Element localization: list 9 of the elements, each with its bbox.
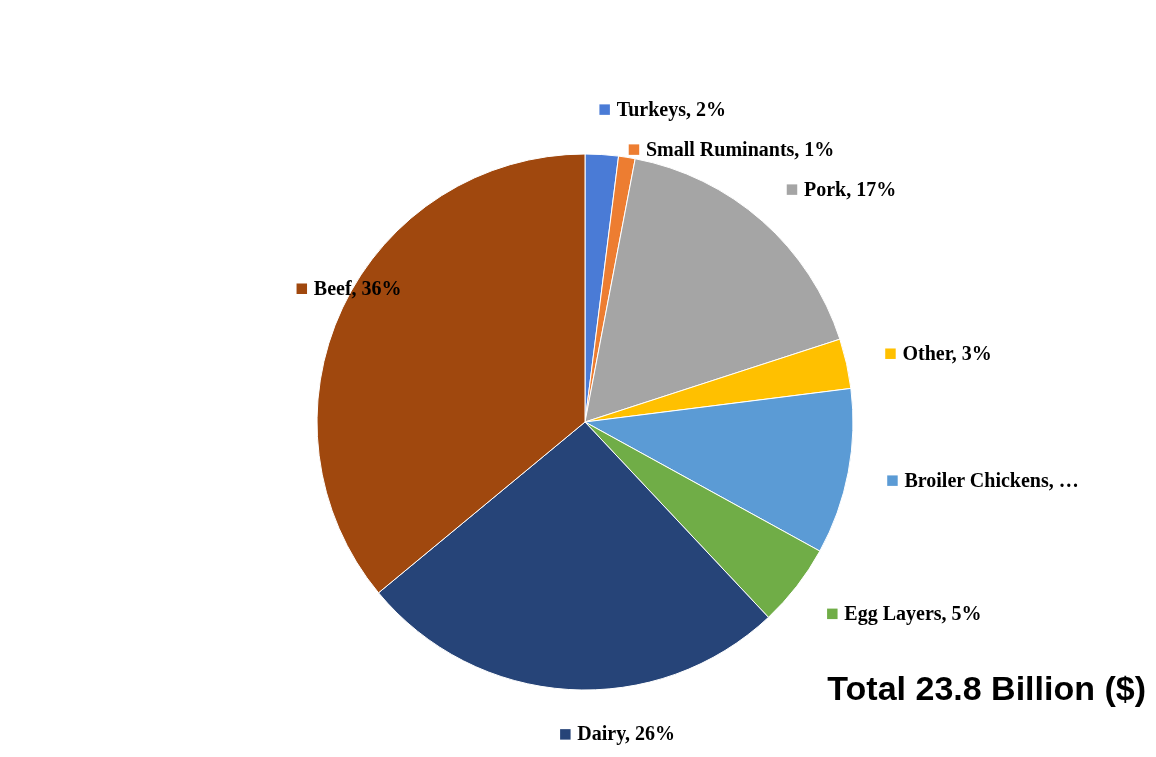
legend-label: Beef, 36% — [313, 276, 402, 299]
legend-label: Broiler Chickens, … — [904, 468, 1079, 491]
text: Total 23.8 Billion ($) — [827, 669, 1146, 707]
legend-label: Pork, 17% — [803, 177, 897, 200]
legend-label: Small Ruminants, 1% — [645, 137, 835, 160]
legend-label: Egg Layers, 5% — [844, 601, 982, 625]
legend-label: Other, 3% — [902, 341, 992, 364]
legend-label: Dairy, 26% — [577, 722, 676, 746]
legend-label: Turkeys, 2% — [616, 97, 726, 121]
